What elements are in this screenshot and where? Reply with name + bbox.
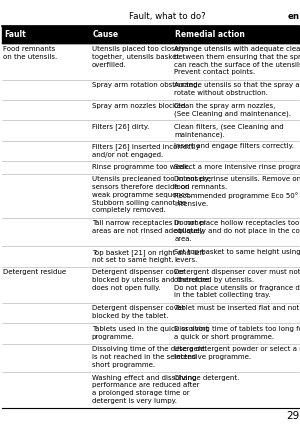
Text: Arrange utensils with adequate clearance
between them ensuring that the spray je: Arrange utensils with adequate clearance… (174, 46, 300, 75)
Text: Clean filters, (see Cleaning and
maintenance).: Clean filters, (see Cleaning and mainten… (174, 123, 284, 138)
Text: Arrange utensils so that the spray arm can
rotate without obstruction.: Arrange utensils so that the spray arm c… (174, 82, 300, 96)
Text: Spray arm rotation obstructed.: Spray arm rotation obstructed. (92, 82, 200, 88)
Text: en: en (287, 12, 299, 21)
Text: Select a more intensive rinse programme.: Select a more intensive rinse programme. (174, 164, 300, 170)
Text: Rinse programme too weak.: Rinse programme too weak. (92, 164, 190, 170)
Text: Filters [26] dirty.: Filters [26] dirty. (92, 123, 149, 130)
Text: Detergent dispenser cover
blocked by utensils and therefore
does not open fully.: Detergent dispenser cover blocked by ute… (92, 269, 209, 291)
Text: Dissolving time of tablets too long for
a quick or short programme.: Dissolving time of tablets too long for … (174, 326, 300, 340)
Text: Utensils placed too closely
together, utensils basket
overfilled.: Utensils placed too closely together, ut… (92, 46, 185, 67)
Text: Do not prerinse utensils. Remove only large
food remnants.
Recommended programme: Do not prerinse utensils. Remove only la… (174, 176, 300, 207)
Text: Fault, what to do?: Fault, what to do? (129, 12, 206, 21)
Text: Fault: Fault (4, 30, 26, 40)
Text: Spray arm nozzles blocked.: Spray arm nozzles blocked. (92, 103, 188, 109)
Text: Detergent dispenser cover must not be
obstructed by utensils.
Do not place utens: Detergent dispenser cover must not be ob… (174, 269, 300, 299)
Text: 29: 29 (286, 411, 299, 421)
Bar (2, 26, 298, 43)
Text: Washing effect and dissolving
performance are reduced after
a prolonged storage : Washing effect and dissolving performanc… (92, 374, 199, 404)
Text: Do not place hollow receptacles too
obliquely and do not place in the corner
are: Do not place hollow receptacles too obli… (174, 221, 300, 242)
Text: Detergent dispenser cover
blocked by the tablet.: Detergent dispenser cover blocked by the… (92, 305, 185, 319)
Text: Filters [26] inserted incorrectly
and/or not engaged.: Filters [26] inserted incorrectly and/or… (92, 144, 200, 158)
Text: Dissolving time of the detergent
is not reached in the selected
short programme.: Dissolving time of the detergent is not … (92, 346, 205, 368)
Text: Top basket [21] on right and left
not set to same height.: Top basket [21] on right and left not se… (92, 249, 204, 263)
Text: Change detergent.: Change detergent. (174, 374, 240, 380)
Text: Detergent residue: Detergent residue (3, 269, 66, 275)
Text: Tablet must be inserted flat and not upright.: Tablet must be inserted flat and not upr… (174, 305, 300, 311)
Text: Tablets used in the quick or short
programme.: Tablets used in the quick or short progr… (92, 326, 208, 340)
Text: Insert and engage filters correctly.: Insert and engage filters correctly. (174, 144, 294, 150)
Text: Utensils precleaned too intensely;
sensors therefore decide on
weak programme se: Utensils precleaned too intensely; senso… (92, 176, 211, 213)
Text: Cause: Cause (92, 30, 119, 40)
Text: Clean the spray arm nozzles,
(See Cleaning and maintenance).: Clean the spray arm nozzles, (See Cleani… (174, 103, 291, 117)
Text: Tall narrow receptacles in corner
areas are not rinsed adequately.: Tall narrow receptacles in corner areas … (92, 221, 206, 234)
Text: Remedial action: Remedial action (175, 30, 245, 40)
Text: Use a detergent powder or select a more
intensive programme.: Use a detergent powder or select a more … (174, 346, 300, 360)
Text: Set top basket to same height using side
levers.: Set top basket to same height using side… (174, 249, 300, 262)
Text: Food remnants
on the utensils.: Food remnants on the utensils. (3, 46, 58, 60)
